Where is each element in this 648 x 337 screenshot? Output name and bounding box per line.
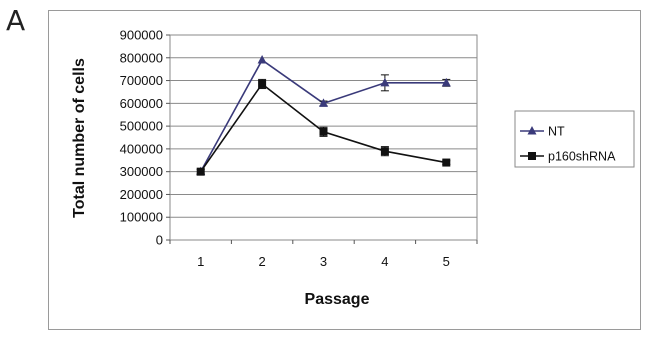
y-tick-label: 800000 bbox=[120, 50, 163, 65]
x-axis-title: Passage bbox=[305, 291, 370, 308]
legend-marker bbox=[528, 152, 536, 160]
y-tick-label: 500000 bbox=[120, 119, 163, 134]
x-tick-label: 1 bbox=[197, 254, 204, 269]
data-point bbox=[442, 158, 451, 167]
series-p160shRNA bbox=[196, 78, 451, 176]
y-tick-label: 300000 bbox=[120, 164, 163, 179]
y-axis-ticks: 0 100000 200000 300000 400000 500000 600000 700… bbox=[120, 28, 170, 248]
x-tick-label: 3 bbox=[320, 254, 327, 269]
legend-marker bbox=[527, 126, 537, 135]
data-point bbox=[258, 79, 267, 88]
data-point bbox=[257, 55, 267, 64]
line-chart: 0 100000 200000 300000 400000 500000 600000 700… bbox=[71, 28, 635, 308]
panel-letter: A bbox=[6, 4, 26, 37]
y-tick-label: 400000 bbox=[120, 141, 163, 156]
legend-entry: NT bbox=[520, 125, 565, 139]
y-tick-label: 0 bbox=[156, 233, 163, 248]
data-point bbox=[319, 98, 328, 107]
legend-entry: p160shRNA bbox=[520, 150, 616, 164]
x-tick-label: 2 bbox=[258, 254, 265, 269]
series-layer bbox=[196, 55, 451, 176]
plot-area bbox=[169, 34, 478, 241]
data-point bbox=[380, 77, 390, 87]
y-axis-title: Total number of cells bbox=[71, 58, 88, 218]
x-axis-ticks: 1 2 3 4 5 bbox=[169, 240, 478, 269]
x-tick-label: 5 bbox=[443, 254, 450, 269]
y-tick-label: 200000 bbox=[120, 187, 163, 202]
legend: NT p160shRNA bbox=[520, 125, 616, 164]
legend-label: p160shRNA bbox=[548, 150, 616, 164]
y-tick-label: 100000 bbox=[120, 210, 163, 225]
data-point bbox=[380, 147, 389, 156]
y-tick-label: 600000 bbox=[120, 96, 163, 111]
chart-frame: 0 100000 200000 300000 400000 500000 600000 700… bbox=[48, 10, 641, 330]
data-point bbox=[319, 127, 328, 136]
data-point bbox=[196, 167, 205, 176]
y-tick-label: 900000 bbox=[120, 28, 163, 43]
data-point bbox=[441, 77, 451, 87]
y-tick-label: 700000 bbox=[120, 73, 163, 88]
legend-label: NT bbox=[548, 125, 565, 139]
x-tick-label: 4 bbox=[381, 254, 388, 269]
